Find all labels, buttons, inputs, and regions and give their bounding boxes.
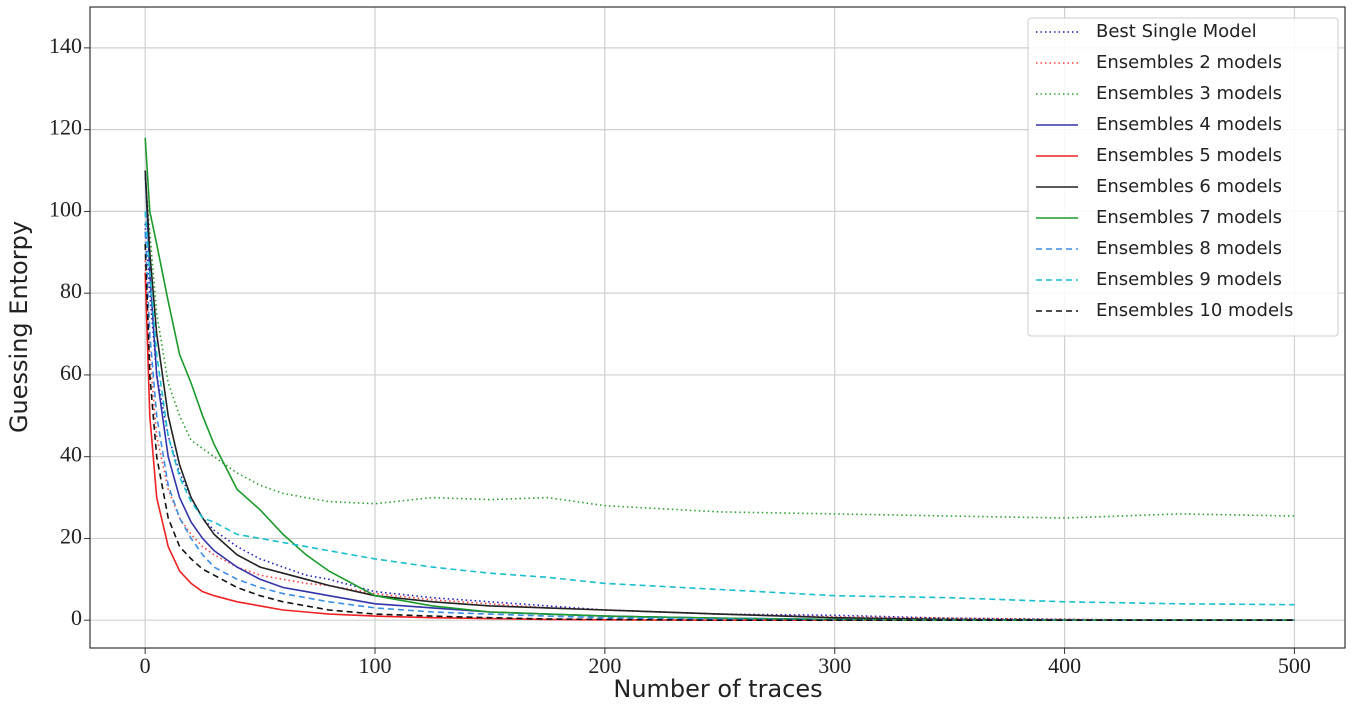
x-tick-label: 500 (1278, 653, 1311, 678)
legend-label: Ensembles 9 models (1096, 269, 1282, 290)
x-axis-label: Number of traces (613, 675, 822, 703)
y-tick-label: 120 (49, 115, 82, 140)
series-line (144, 137, 1295, 621)
x-tick-label: 0 (140, 653, 151, 678)
legend-box (1027, 17, 1339, 337)
legend-label: Ensembles 6 models (1096, 176, 1282, 197)
y-tick-label: 60 (60, 360, 82, 385)
legend-label: Ensembles 5 models (1096, 145, 1282, 166)
y-tick-label: 20 (60, 523, 82, 548)
series-line (144, 178, 1295, 519)
legend-label: Ensembles 2 models (1096, 52, 1282, 73)
y-tick-label: 80 (60, 278, 82, 303)
legend-label: Ensembles 3 models (1096, 83, 1282, 104)
legend-label: Ensembles 8 models (1096, 238, 1282, 259)
series-line (144, 260, 1295, 621)
x-tick-label: 200 (588, 653, 621, 678)
series-line (144, 211, 1295, 606)
x-tick-label: 100 (359, 653, 392, 678)
x-tick-label: 300 (818, 653, 851, 678)
legend-label: Ensembles 7 models (1096, 207, 1282, 228)
x-tick-label: 400 (1048, 653, 1081, 678)
legend-label: Ensembles 10 models (1096, 300, 1293, 321)
series-line (144, 170, 1295, 621)
y-tick-label: 0 (71, 605, 82, 630)
y-tick-label: 40 (60, 442, 82, 467)
plot-frame (89, 6, 1346, 649)
legend-label: Ensembles 4 models (1096, 114, 1282, 135)
y-tick-label: 140 (49, 33, 82, 58)
y-axis-label: Guessing Entorpy (5, 221, 33, 433)
legend-label: Best Single Model (1096, 21, 1257, 42)
series-line (144, 231, 1295, 621)
legend: Best Single Model Ensembles 2 models Ensem… (1027, 17, 1339, 337)
y-tick-label: 100 (49, 196, 82, 221)
series-line (144, 244, 1295, 621)
